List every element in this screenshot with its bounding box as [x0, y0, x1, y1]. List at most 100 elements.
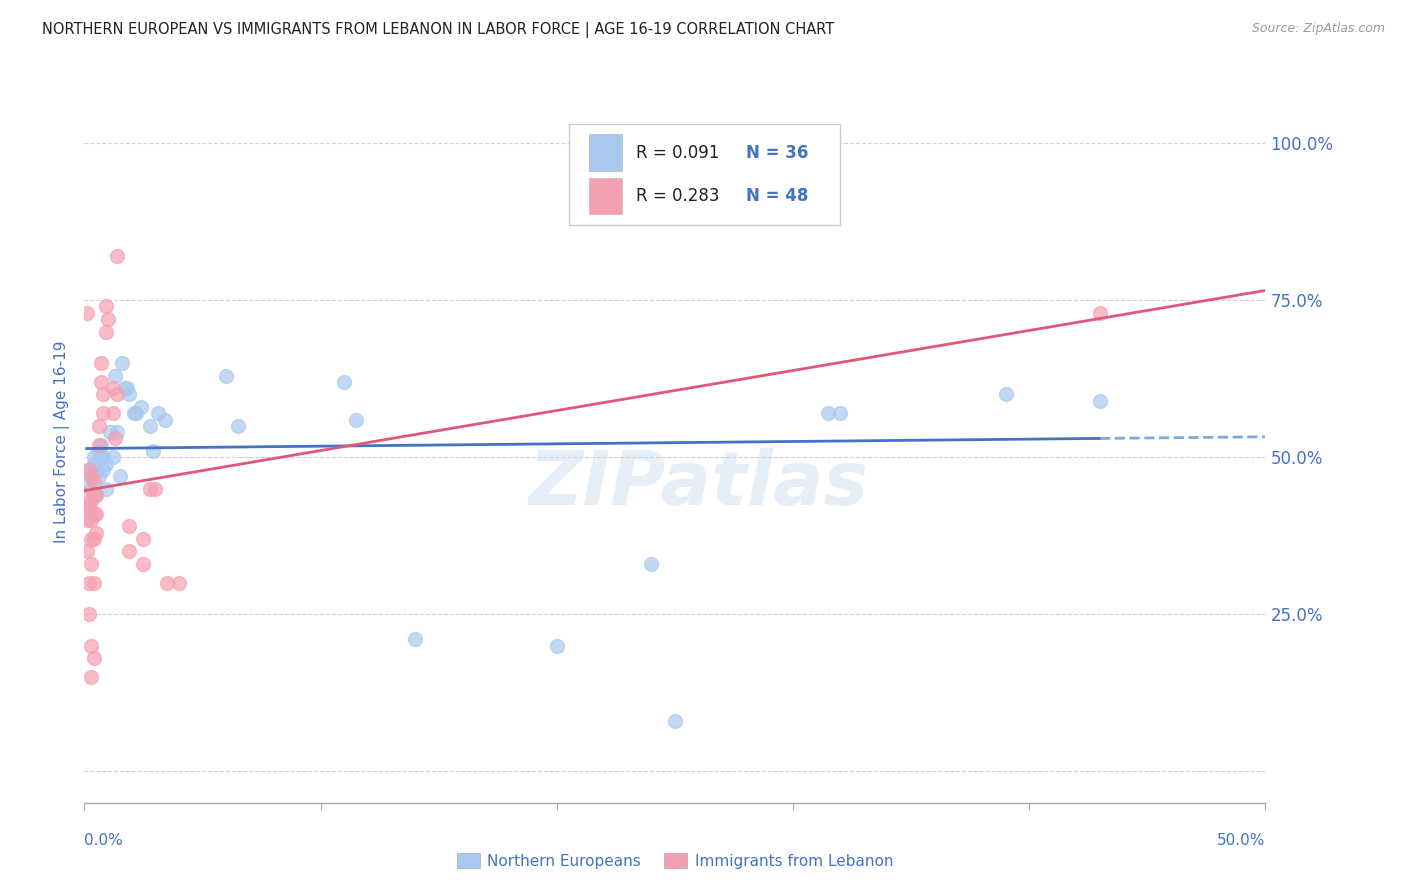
Point [91, 387, 114, 401]
Point [129, 400, 152, 414]
Point [83, 457, 105, 471]
Point [91, 463, 114, 477]
Text: NORTHERN EUROPEAN VS IMMIGRANTS FROM LEBANON IN LABOR FORCE | AGE 16-19 CORRELAT: NORTHERN EUROPEAN VS IMMIGRANTS FROM LEB… [42, 22, 834, 38]
Point [132, 532, 155, 546]
Text: 50.0%: 50.0% [1218, 833, 1265, 848]
Point [344, 412, 367, 426]
Point [817, 406, 839, 420]
Point [76, 544, 98, 558]
Point [76, 306, 98, 320]
Point [111, 356, 134, 370]
Point [215, 368, 238, 383]
Point [115, 381, 138, 395]
Text: R = 0.091: R = 0.091 [636, 144, 720, 161]
Point [156, 575, 179, 590]
Point [107, 249, 129, 263]
Point [153, 412, 176, 426]
Point [404, 632, 426, 647]
Point [84, 488, 107, 502]
Text: ZIPatlas: ZIPatlas [529, 449, 869, 522]
Point [83, 532, 105, 546]
Point [76, 463, 98, 477]
Point [118, 544, 141, 558]
Point [83, 450, 105, 465]
Point [546, 639, 568, 653]
Point [80, 557, 103, 571]
Point [83, 488, 105, 502]
Point [77, 575, 100, 590]
Point [84, 507, 107, 521]
Point [146, 406, 169, 420]
FancyBboxPatch shape [589, 135, 621, 170]
Point [77, 463, 100, 477]
Point [80, 494, 103, 508]
Point [107, 425, 129, 439]
Point [83, 575, 105, 590]
Point [1088, 306, 1111, 320]
Point [132, 557, 155, 571]
Point [97, 312, 120, 326]
Point [122, 406, 145, 420]
Point [94, 325, 117, 339]
Point [91, 406, 114, 420]
Point [90, 438, 112, 452]
FancyBboxPatch shape [568, 124, 841, 225]
Point [104, 368, 127, 383]
Point [83, 651, 105, 665]
Point [84, 525, 107, 540]
Point [80, 469, 103, 483]
Point [90, 356, 112, 370]
Point [108, 469, 131, 483]
Point [84, 488, 107, 502]
Point [125, 406, 148, 420]
Point [80, 482, 103, 496]
Text: N = 48: N = 48 [745, 187, 808, 205]
Point [118, 519, 141, 533]
Point [80, 532, 103, 546]
Point [87, 438, 110, 452]
Point [76, 513, 98, 527]
Text: Source: ZipAtlas.com: Source: ZipAtlas.com [1251, 22, 1385, 36]
Point [73, 488, 96, 502]
Point [83, 507, 105, 521]
Point [101, 406, 124, 420]
Legend: Northern Europeans, Immigrants from Lebanon: Northern Europeans, Immigrants from Leba… [451, 847, 898, 875]
Text: R = 0.283: R = 0.283 [636, 187, 720, 205]
Point [87, 418, 110, 433]
Point [640, 557, 662, 571]
Text: N = 36: N = 36 [745, 144, 808, 161]
Point [143, 482, 166, 496]
Point [994, 387, 1017, 401]
Point [139, 418, 162, 433]
Point [90, 375, 112, 389]
Point [139, 482, 162, 496]
Y-axis label: In Labor Force | Age 16-19: In Labor Force | Age 16-19 [55, 340, 70, 543]
Point [118, 387, 141, 401]
Point [142, 444, 165, 458]
Point [226, 418, 249, 433]
Point [87, 444, 110, 458]
Point [101, 381, 124, 395]
Point [101, 450, 124, 465]
FancyBboxPatch shape [589, 178, 621, 214]
Point [80, 469, 103, 483]
Point [77, 500, 100, 515]
Point [94, 482, 117, 496]
Point [91, 450, 114, 465]
Point [80, 513, 103, 527]
Point [333, 375, 356, 389]
Point [76, 500, 98, 515]
Point [80, 670, 103, 684]
Point [107, 387, 129, 401]
Point [830, 406, 852, 420]
Point [84, 463, 107, 477]
Point [77, 475, 100, 490]
Point [1088, 393, 1111, 408]
Point [806, 142, 828, 156]
Point [94, 300, 117, 314]
Point [94, 457, 117, 471]
Point [167, 575, 190, 590]
Text: 0.0%: 0.0% [84, 833, 124, 848]
Point [104, 431, 127, 445]
Point [80, 639, 103, 653]
